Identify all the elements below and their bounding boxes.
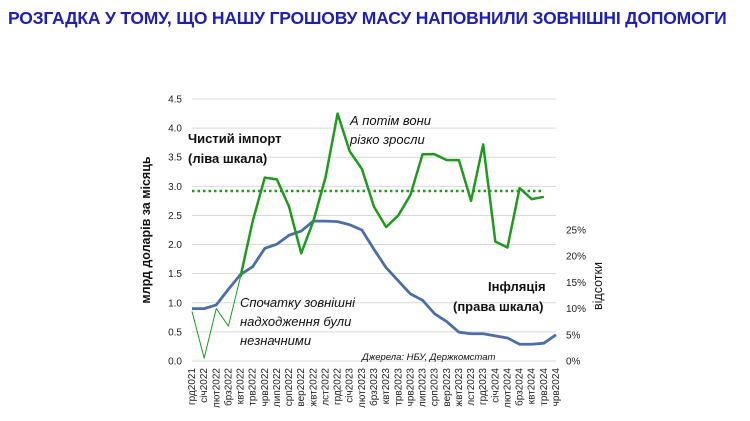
y-tick-label: 1.0	[168, 298, 182, 309]
x-tick-label: лст2023	[466, 368, 477, 406]
x-tick-label: чрв2022	[260, 368, 271, 407]
early-note: незначними	[240, 333, 311, 348]
inflation-line	[192, 219, 557, 346]
x-tick-label: лют2023	[357, 368, 368, 408]
x-tick-label: лип2022	[272, 368, 283, 408]
y-tick-label: 0.5	[168, 327, 182, 338]
import-line	[239, 112, 545, 277]
y-tick-label: 1.5	[168, 269, 182, 280]
import-label: Чистий імпорт	[188, 131, 281, 146]
y-tick-label: 4.0	[168, 124, 182, 135]
x-tick-label: вер2022	[296, 368, 307, 407]
x-tick-label: лют2022	[211, 368, 222, 408]
x-tick-label: брз2022	[222, 368, 234, 406]
page-title: РОЗГАДКА У ТОМУ, ЩО НАШУ ГРОШОВУ МАСУ НА…	[8, 8, 727, 28]
rise-note: різко зросли	[349, 132, 425, 147]
x-tick-label: квт2023	[381, 368, 392, 405]
x-tick-label: жвт2022	[308, 368, 319, 407]
y2-tick-label: 5%	[566, 330, 581, 341]
y-tick-label: 0.0	[168, 357, 182, 368]
y2-tick-label: 15%	[566, 278, 586, 289]
x-tick-label: січ2024	[490, 368, 501, 403]
x-tick-label: січ2023	[345, 368, 356, 403]
x-tick-label: квт2022	[236, 368, 247, 405]
import-label: (ліва шкала)	[188, 151, 267, 166]
x-tick-label: лст2022	[320, 368, 331, 406]
x-tick-label: лют2024	[502, 368, 513, 408]
x-tick-label: чрв2024	[551, 368, 562, 407]
y-tick-label: 2.5	[168, 211, 182, 222]
x-tick-label: вер2023	[442, 368, 453, 407]
inflation-label: (права шкала)	[453, 299, 543, 314]
early-note: Спочатку зовнішні	[240, 295, 356, 310]
y2-tick-label: 10%	[566, 304, 586, 315]
x-tick-label: січ2022	[199, 368, 210, 403]
x-tick-label: грд2023	[478, 368, 489, 405]
x-tick-label: брз2023	[368, 368, 380, 406]
y2-tick-label: 25%	[566, 226, 586, 237]
early-note: надходження були	[240, 314, 351, 329]
x-tick-label: чрв2023	[405, 368, 416, 407]
y2-tick-label: 0%	[566, 357, 581, 368]
x-tick-label: квт2024	[527, 368, 538, 405]
import-line-early	[191, 276, 242, 359]
y2-axis-title: відсотки	[591, 262, 605, 310]
rise-note: А потім вони	[349, 113, 431, 128]
source-note: Джерела: НБУ, Держкомстат	[361, 352, 495, 363]
y-axis-title: млрд доларів за місяць	[139, 156, 153, 303]
x-tick-label: трв2022	[248, 368, 259, 406]
y-tick-label: 2.0	[168, 240, 182, 251]
x-tick-label: срп2023	[430, 368, 441, 407]
y-tick-label: 3.0	[168, 182, 182, 193]
y2-tick-label: 20%	[566, 252, 586, 263]
x-tick-label: грд2021	[187, 368, 198, 405]
inflation-label: Інфляція	[488, 279, 546, 294]
y-tick-label: 4.5	[168, 95, 182, 106]
x-tick-label: грд2022	[333, 368, 344, 405]
x-tick-label: жвт2023	[454, 368, 465, 407]
y-tick-label: 3.5	[168, 153, 182, 164]
x-tick-label: трв2023	[393, 368, 404, 406]
x-tick-label: трв2024	[539, 368, 550, 406]
x-tick-label: срп2022	[284, 368, 295, 407]
x-tick-label: лип2023	[418, 368, 429, 408]
x-tick-label: брз2024	[514, 368, 526, 406]
